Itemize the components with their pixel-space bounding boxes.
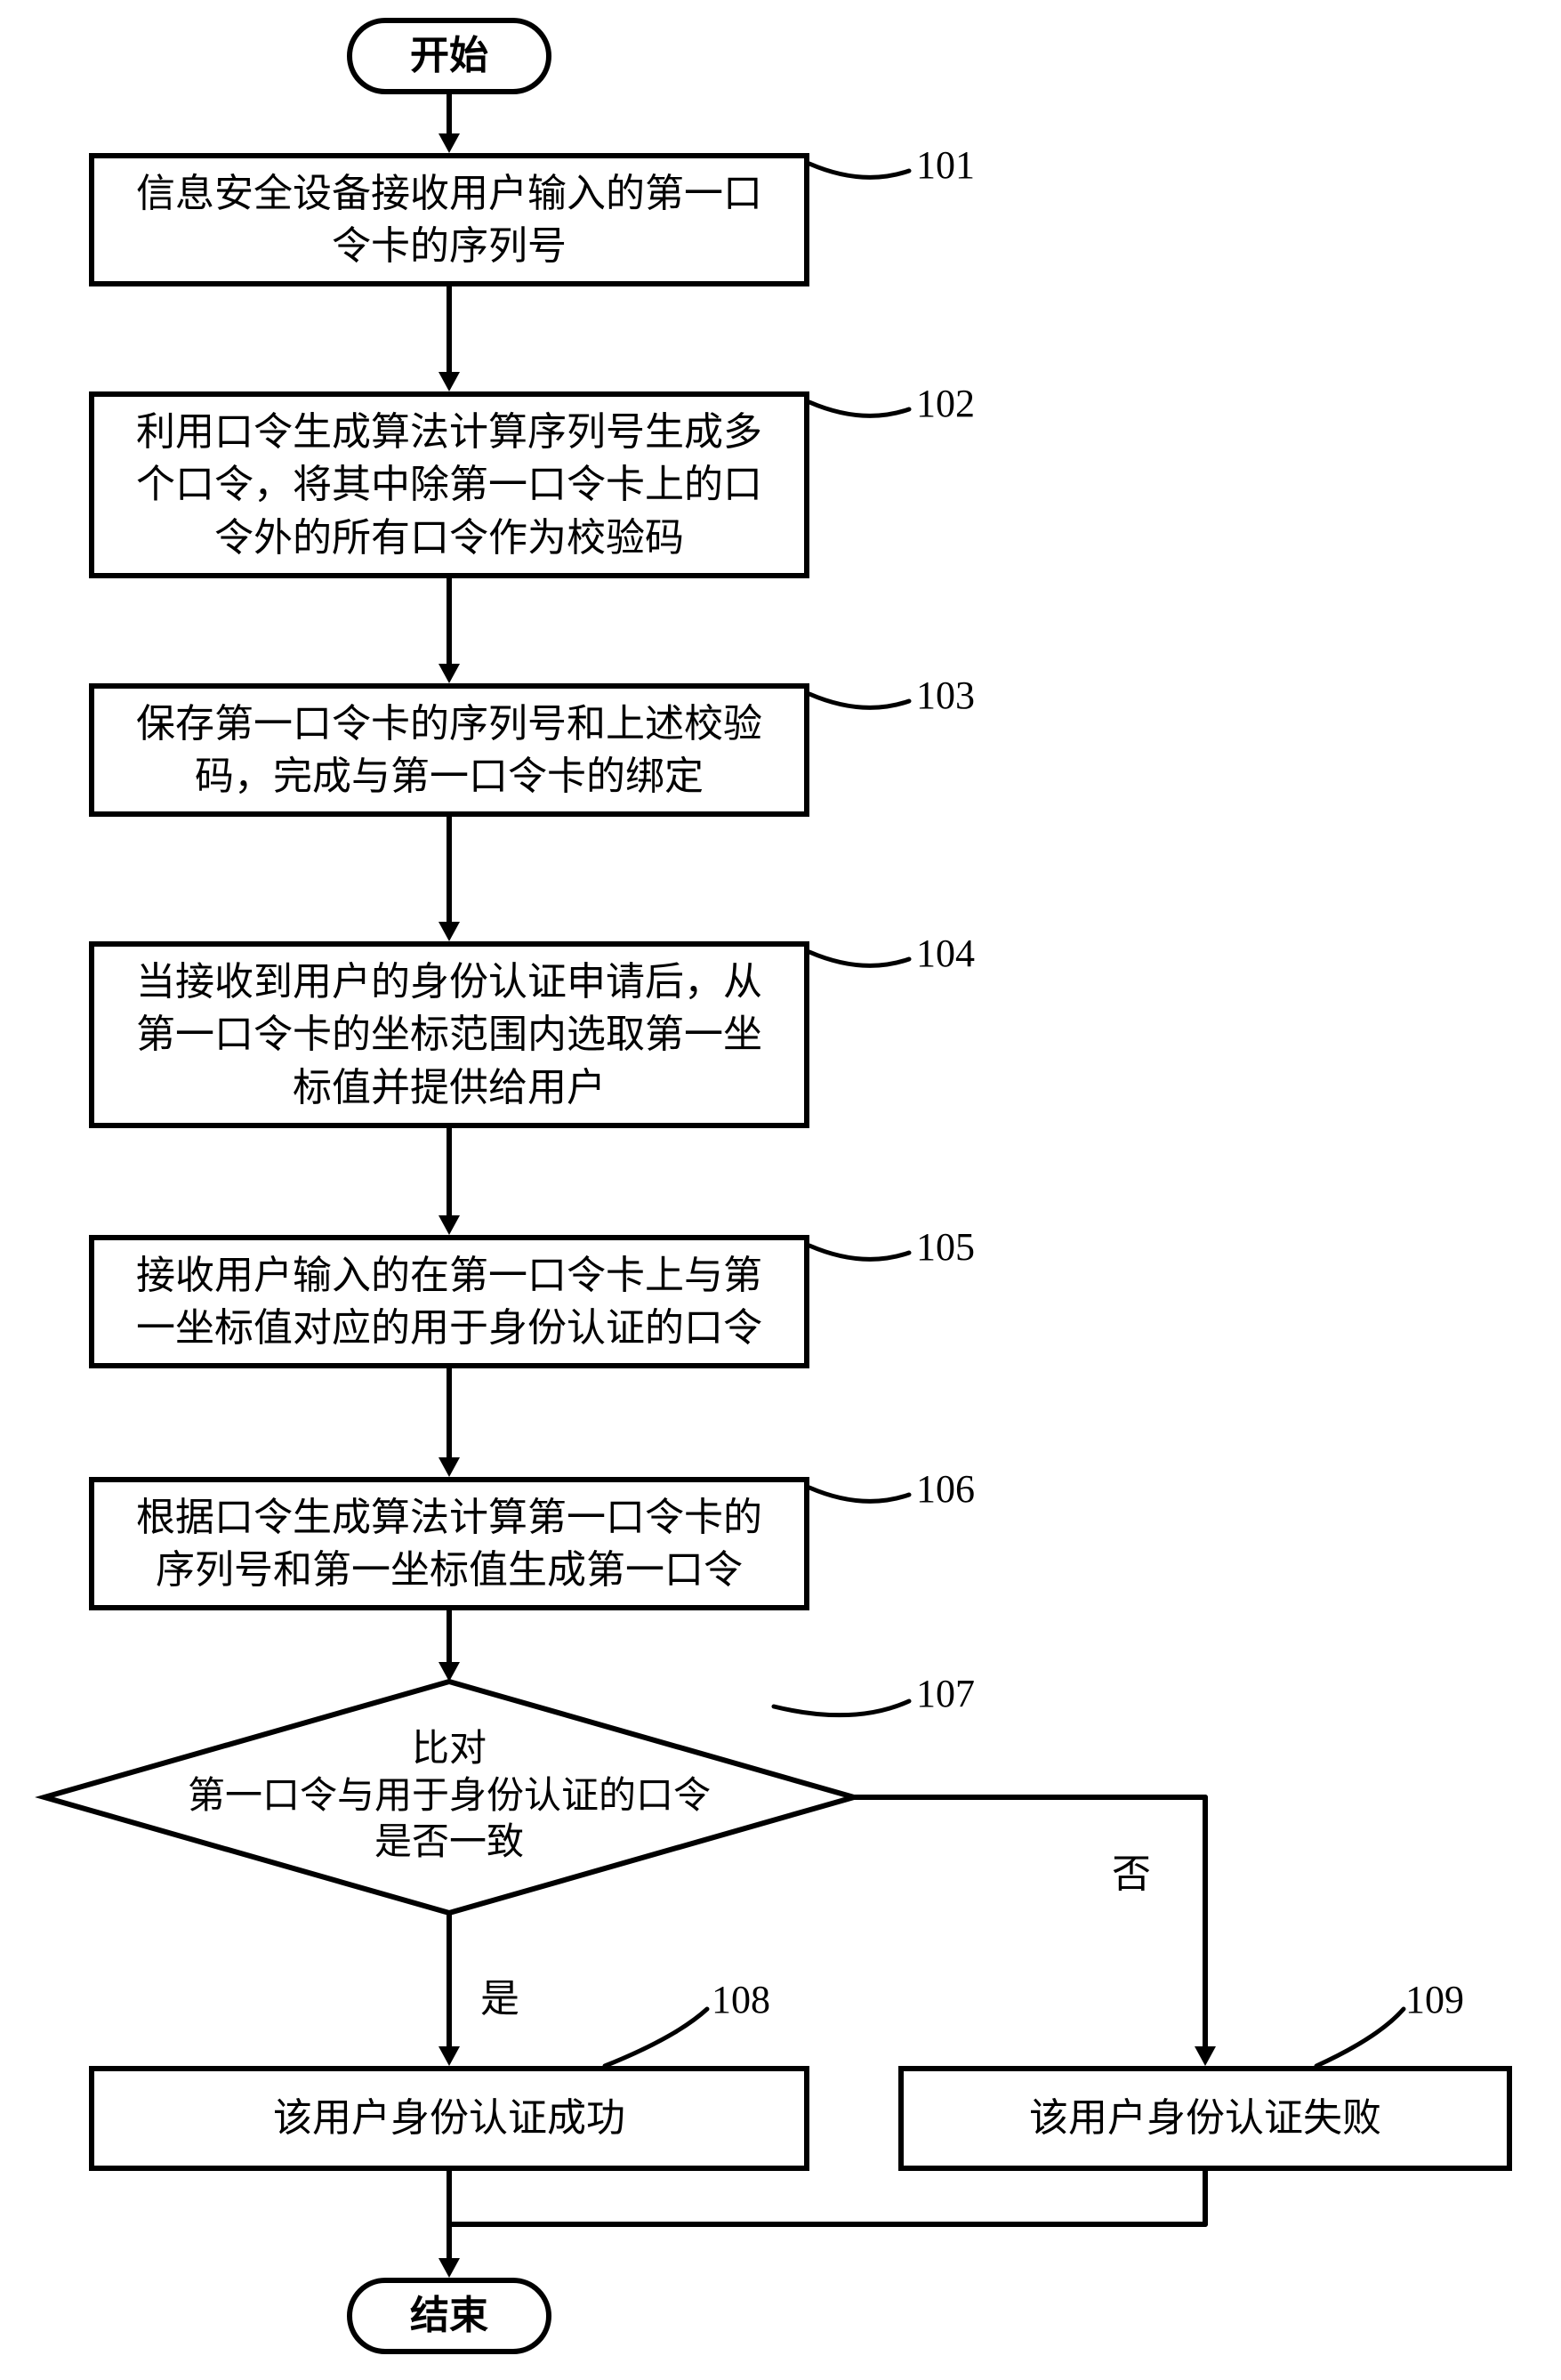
step-102: 利用口令生成算法计算序列号生成多个口令，将其中除第一口令卡上的口令外的所有口令作… xyxy=(89,391,809,578)
callout-102: 102 xyxy=(916,381,975,426)
callout-108: 108 xyxy=(712,1977,770,2022)
flowchart-canvas: 开始结束 信息安全设备接收用户输入的第一口令卡的序列号利用口令生成算法计算序列号生… xyxy=(0,0,1561,2380)
callout-109: 109 xyxy=(1405,1977,1464,2022)
step-104: 当接收到用户的身份认证申请后，从第一口令卡的坐标范围内选取第一坐标值并提供给用户 xyxy=(89,941,809,1128)
callout-106: 106 xyxy=(916,1466,975,1512)
callout-105: 105 xyxy=(916,1224,975,1270)
callout-103: 103 xyxy=(916,673,975,718)
decision-107 xyxy=(44,1682,854,1913)
step-105: 接收用户输入的在第一口令卡上与第一坐标值对应的用于身份认证的口令 xyxy=(89,1235,809,1368)
step-103: 保存第一口令卡的序列号和上述校验码，完成与第一口令卡的绑定 xyxy=(89,683,809,817)
decision-107-text: 比对第一口令与用于身份认证的口令是否一致 xyxy=(98,1726,801,1867)
outcome-yes: 该用户身份认证成功 xyxy=(89,2066,809,2171)
branch-label-no: 否 xyxy=(1112,1842,1151,1899)
terminator-start: 开始 xyxy=(347,18,551,94)
callout-101: 101 xyxy=(916,142,975,188)
callout-104: 104 xyxy=(916,931,975,976)
outcome-no: 该用户身份认证失败 xyxy=(898,2066,1512,2171)
step-101: 信息安全设备接收用户输入的第一口令卡的序列号 xyxy=(89,153,809,286)
branch-label-yes: 是 xyxy=(480,1966,519,2023)
terminator-end: 结束 xyxy=(347,2278,551,2354)
step-106: 根据口令生成算法计算第一口令卡的序列号和第一坐标值生成第一口令 xyxy=(89,1477,809,1610)
callout-107: 107 xyxy=(916,1671,975,1716)
